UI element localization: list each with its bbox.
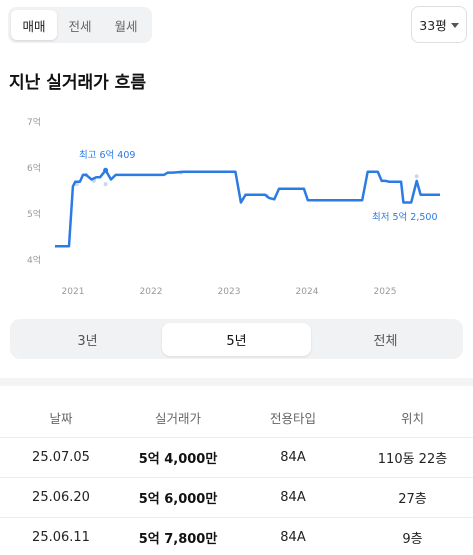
max-point-marker <box>103 167 109 173</box>
y-tick-label: 4억 <box>27 254 41 266</box>
transaction-dot <box>103 182 108 187</box>
row-price: 5억 6,000만 <box>138 492 218 507</box>
table-header-row: 날짜 실거래가 전용타입 위치 <box>0 398 473 438</box>
price-trend-chart: 7억 6억 5억 4억 2021 2022 2023 2024 2025 최고 … <box>27 116 440 297</box>
row-type: 84A <box>280 490 306 505</box>
area-size-dropdown[interactable]: 33평 <box>411 6 467 43</box>
transaction-dot <box>414 174 419 179</box>
tab-sale[interactable]: 매매 <box>11 10 57 40</box>
tab-jeonse[interactable]: 전세 <box>68 18 92 34</box>
header-price: 실거래가 <box>154 411 201 426</box>
table-row[interactable]: 25.07.05 5억 4,000만 84A 110동 22층 <box>0 438 473 478</box>
x-tick-label: 2025 <box>374 287 397 297</box>
x-tick-label: 2022 <box>140 287 163 297</box>
x-tick-label: 2023 <box>218 287 241 297</box>
row-price: 5억 4,000만 <box>138 452 218 467</box>
min-price-annotation: 최저 5억 2,500 <box>372 211 438 223</box>
row-location: 27층 <box>398 492 427 507</box>
y-tick-label: 6억 <box>27 162 41 174</box>
y-tick-label: 7억 <box>27 116 41 128</box>
x-tick-label: 2021 <box>62 287 85 297</box>
area-size-value: 33평 <box>419 18 447 33</box>
tab-monthly-rent[interactable]: 월세 <box>114 18 138 34</box>
deal-type-tabs: 매매 전세 월세 <box>8 7 152 43</box>
row-type: 84A <box>280 450 306 465</box>
tab-5-years[interactable]: 5년 <box>162 322 311 356</box>
row-date: 25.07.05 <box>32 450 90 465</box>
max-price-annotation: 최고 6억 409 <box>79 149 135 161</box>
y-tick-label: 5억 <box>27 208 41 220</box>
row-location: 110동 22층 <box>377 452 448 467</box>
header-location: 위치 <box>400 411 424 426</box>
price-series-line <box>55 169 440 248</box>
tab-all[interactable]: 전체 <box>373 333 398 349</box>
transaction-table: 날짜 실거래가 전용타입 위치 25.07.05 5억 4,000만 84A 1… <box>0 398 473 555</box>
header-date: 날짜 <box>49 411 73 426</box>
header-type: 전용타입 <box>269 411 316 426</box>
period-range-tabs: 3년 5년 전체 <box>10 319 463 359</box>
table-row[interactable]: 25.06.20 5억 6,000만 84A 27층 <box>0 478 473 518</box>
row-date: 25.06.11 <box>32 530 90 545</box>
row-type: 84A <box>280 530 306 545</box>
table-row[interactable]: 25.06.11 5억 7,800만 84A 9층 <box>0 518 473 555</box>
page-title: 지난 실거래가 흐름 <box>9 73 146 93</box>
x-tick-label: 2024 <box>296 287 319 297</box>
section-divider <box>0 378 473 386</box>
row-location: 9층 <box>402 532 423 547</box>
caret-down-icon <box>450 22 459 28</box>
row-date: 25.06.20 <box>32 490 90 505</box>
row-price: 5억 7,800만 <box>138 532 218 547</box>
tab-3-years[interactable]: 3년 <box>77 333 98 349</box>
